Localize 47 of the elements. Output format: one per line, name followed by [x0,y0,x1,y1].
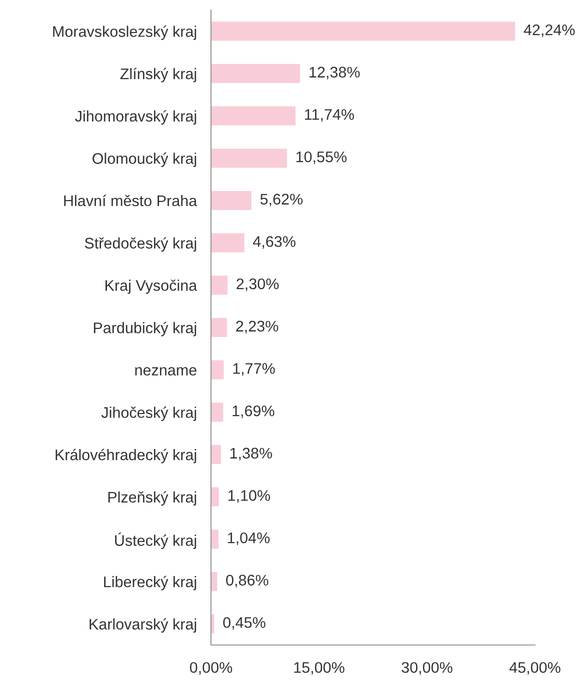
bar [211,106,296,126]
data-label: 1,77% [233,363,275,376]
data-label: 10,55% [296,151,347,164]
data-label: 0,45% [223,617,266,630]
bar [211,444,221,464]
x-tick-label: 15,00% [294,662,344,675]
x-tick-label: 45,00% [509,662,560,675]
bar [211,233,244,252]
y-tick-label: Olomoucký kraj [92,152,196,167]
y-tick-label: Liberecký kraj [104,576,196,590]
y-tick-label: Hlavní město Praha [64,194,198,206]
data-label: 12,38% [310,66,360,80]
data-label: 2,23% [236,320,278,334]
bar [211,64,300,84]
bar [211,318,228,338]
data-label: 2,30% [236,278,279,292]
y-tick-label: Zlínský kraj [120,68,196,82]
data-label: 5,62% [260,194,303,206]
bar [211,487,219,506]
y-tick-label: Královéhradecký kraj [56,448,196,464]
data-label: 1,38% [230,448,272,460]
x-tick-label: 30,00% [402,662,452,675]
y-tick-label: Pardubický kraj [94,322,196,336]
bar [211,276,228,295]
data-label: 0,86% [226,574,268,588]
y-tick-label: Středočeský kraj [84,237,196,252]
bar [211,530,218,549]
data-label: 11,74% [305,109,354,122]
data-label: 1,69% [232,405,274,418]
data-label: 4,63% [253,236,296,249]
bar [211,148,287,168]
bar [211,360,224,380]
y-tick-label: Ústecký kraj [115,532,196,549]
y-tick-label: nezname [135,367,196,376]
y-tick-label: Karlovarský kraj [90,618,196,633]
x-tick-label: 0,00% [190,662,232,675]
bar [211,190,252,210]
data-label: 42,24% [524,24,575,38]
bar [211,22,516,41]
data-label: 1,04% [228,532,270,546]
y-tick-label: Kraj Vysočina [106,280,198,294]
bar [211,402,224,422]
data-label: 1,10% [228,490,270,503]
y-tick-label: Jihočeský kraj [101,406,196,421]
y-tick-label: Moravskoslezský kraj [53,26,196,40]
y-tick-label: Plzeňský kraj [108,491,196,506]
y-tick-label: Jihomoravský kraj [75,110,196,125]
